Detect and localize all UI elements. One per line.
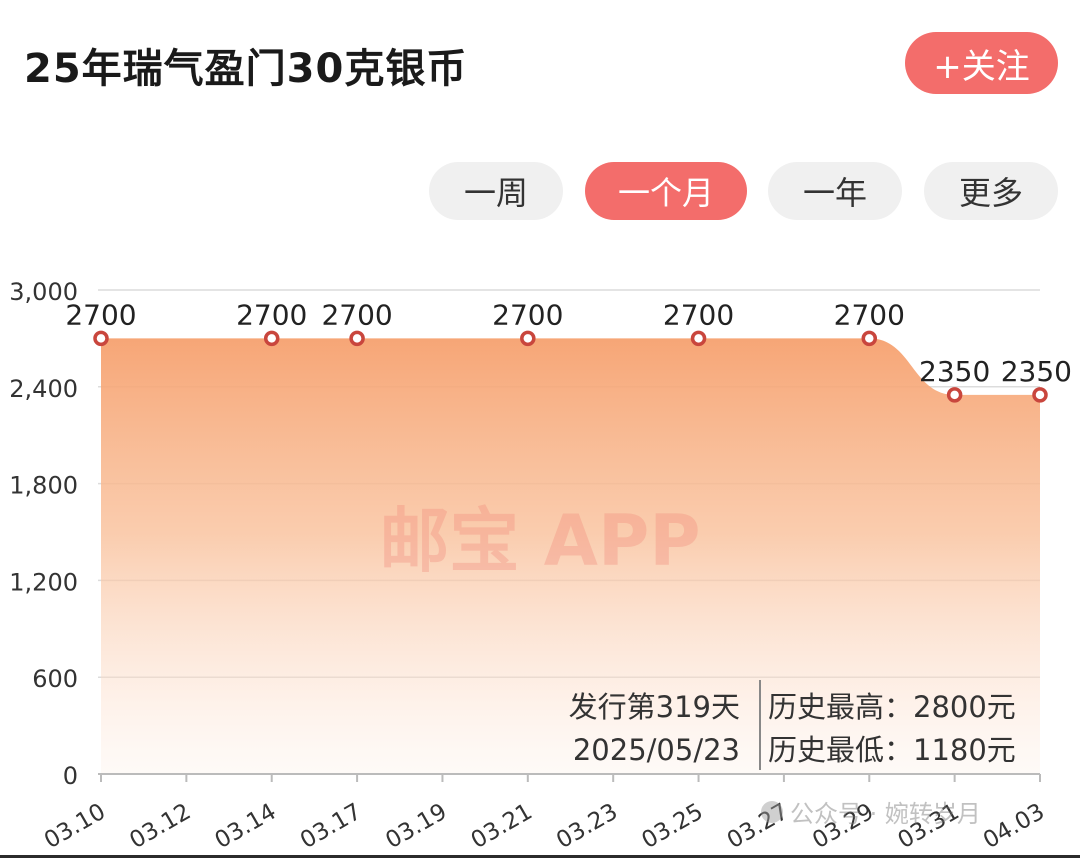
y-tick-label: 0 — [63, 762, 78, 790]
y-tick-label: 3,000 — [9, 278, 78, 306]
y-tick-label: 1,800 — [9, 472, 78, 500]
page-title: 25年瑞气盈门30克银币 — [24, 46, 468, 92]
tab-year[interactable]: 一年 — [768, 162, 902, 220]
data-point-marker[interactable] — [93, 330, 109, 347]
x-tick-label: 03.10 — [40, 799, 110, 854]
data-point-marker[interactable] — [263, 330, 280, 347]
history-low: 历史最低：1180元 — [768, 733, 1016, 767]
period-tabs: 一周 一个月 一年 更多 — [0, 162, 1080, 220]
app-watermark: 邮宝 APP — [379, 500, 700, 582]
y-tick-label: 2,400 — [9, 375, 78, 403]
x-tick-label: 03.12 — [125, 799, 195, 854]
x-tick-label: 03.27 — [723, 799, 793, 854]
wechat-icon — [761, 801, 783, 823]
data-point-marker[interactable] — [690, 330, 707, 347]
issue-days: 发行第319天 — [569, 690, 740, 724]
svg-text:公众号 · 婉转岁月: 公众号 · 婉转岁月 — [790, 800, 981, 828]
data-value-label: 2700 — [663, 298, 734, 331]
data-point-marker[interactable] — [349, 330, 365, 347]
issue-date: 2025/05/23 — [573, 733, 740, 767]
data-value-label: 2700 — [236, 298, 307, 331]
x-tick-label: 03.25 — [638, 799, 708, 854]
x-tick-label: 04.03 — [979, 799, 1049, 854]
data-value-label: 2700 — [321, 298, 392, 331]
data-point-marker[interactable] — [861, 330, 878, 347]
history-high: 历史最高：2800元 — [768, 690, 1016, 724]
x-tick-label: 03.19 — [381, 799, 451, 854]
x-tick-label: 03.17 — [296, 799, 366, 854]
follow-button[interactable]: +关注 — [905, 32, 1058, 94]
data-value-label: 2350 — [1001, 355, 1072, 388]
data-value-label: 2700 — [65, 298, 136, 331]
x-tick-label: 03.23 — [552, 799, 622, 854]
price-chart: 0 600 1,200 1,800 2,400 3,000 邮宝 APP 03.10 03.… — [9, 278, 1072, 854]
tab-more[interactable]: 更多 — [924, 162, 1058, 220]
data-point-marker[interactable] — [520, 330, 536, 347]
data-point-marker[interactable] — [946, 387, 963, 403]
data-value-label: 2700 — [492, 298, 563, 331]
x-tick-label: 03.14 — [211, 799, 281, 854]
tab-month[interactable]: 一个月 — [585, 162, 747, 220]
data-value-label: 2350 — [919, 355, 990, 388]
tab-week[interactable]: 一周 — [429, 162, 563, 220]
data-value-label: 2700 — [834, 298, 905, 331]
price-area — [101, 338, 1040, 774]
x-tick-label: 03.21 — [467, 799, 537, 854]
data-point-marker[interactable] — [1032, 387, 1048, 403]
y-tick-label: 1,200 — [9, 568, 78, 596]
source-watermark: 公众号 · 婉转岁月 — [761, 800, 981, 828]
y-tick-label: 600 — [32, 665, 78, 693]
bottom-divider — [0, 855, 1080, 858]
